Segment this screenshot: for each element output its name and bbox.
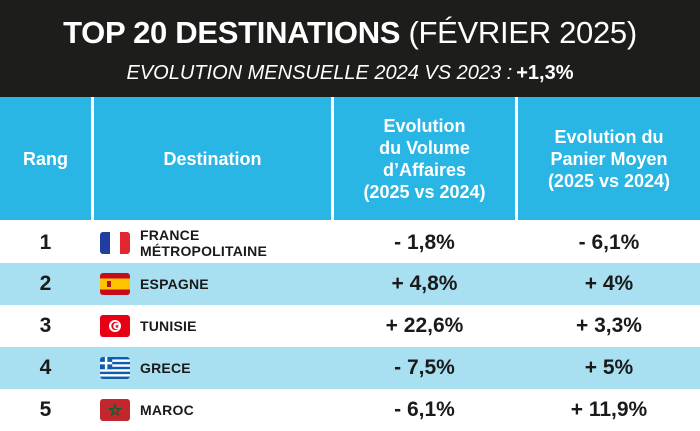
destination-cell: MAROC	[100, 389, 330, 431]
destination-label: TUNISIE	[140, 318, 197, 334]
volume-cell: - 7,5%	[394, 356, 455, 379]
header-volume-line: d’Affaires	[382, 159, 466, 180]
header-volume: Evolution du Volume d’Affaires (2025 vs …	[334, 97, 515, 220]
header-divider	[331, 97, 334, 220]
volume-cell: - 1,8%	[394, 231, 455, 254]
header-rank: Rang	[0, 97, 91, 220]
table-row: 3 TUNISIE + 22,6% + 3,3%	[0, 305, 700, 347]
destination-label: GRECE	[140, 360, 191, 376]
france-flag-icon	[100, 232, 130, 254]
title-period: (FÉVRIER 2025)	[408, 15, 638, 50]
table-row: 4 GRECE - 7,5% + 5%	[0, 347, 700, 389]
volume-cell: + 22,6%	[385, 314, 464, 337]
header-destination: Destination	[94, 97, 331, 220]
basket-cell: + 11,9%	[570, 398, 648, 421]
rank-cell: 1	[39, 231, 52, 254]
destination-cell: GRECE	[100, 347, 330, 389]
header-divider	[91, 97, 94, 220]
header-basket-line: Evolution du	[554, 126, 664, 147]
header-volume-line: du Volume	[379, 137, 470, 158]
rank-cell: 4	[39, 356, 52, 379]
basket-cell: + 5%	[584, 356, 634, 379]
table-row: 2 ESPAGNE + 4,8% + 4%	[0, 263, 700, 305]
volume-cell: - 6,1%	[394, 398, 455, 421]
page-title: TOP 20 DESTINATIONS (FÉVRIER 2025)	[0, 14, 700, 52]
basket-cell: + 4%	[584, 272, 634, 295]
header-volume-line: Evolution	[383, 115, 466, 136]
rank-cell: 5	[39, 398, 52, 421]
header-rank-label: Rang	[23, 148, 68, 169]
basket-cell: - 6,1%	[578, 231, 640, 254]
page-subtitle: EVOLUTION MENSUELLE 2024 VS 2023 : +1,3%	[0, 60, 700, 86]
header-basket-line: (2025 vs 2024)	[547, 170, 671, 191]
subtitle-value: +1,3%	[516, 62, 574, 84]
rank-cell: 2	[39, 272, 52, 295]
title-banner: TOP 20 DESTINATIONS (FÉVRIER 2025) EVOLU…	[0, 0, 700, 97]
header-basket: Evolution du Panier Moyen (2025 vs 2024)	[518, 97, 700, 220]
destination-label: MAROC	[140, 402, 194, 418]
basket-cell: + 3,3%	[576, 314, 642, 337]
subtitle-label: EVOLUTION MENSUELLE 2024 VS 2023 :	[126, 62, 513, 84]
table-row: 5 MAROC - 6,1% + 11,9%	[0, 389, 700, 431]
morocco-flag-icon	[100, 399, 130, 421]
header-basket-line: Panier Moyen	[550, 148, 668, 169]
volume-cell: + 4,8%	[391, 272, 458, 295]
rank-cell: 3	[39, 314, 52, 337]
destination-cell: ESPAGNE	[100, 263, 330, 305]
header-volume-line: (2025 vs 2024)	[363, 181, 486, 202]
greece-flag-icon	[100, 357, 130, 379]
spain-flag-icon	[100, 273, 130, 295]
header-divider	[515, 97, 518, 220]
table-row: 1 FRANCE MÉTROPOLITAINE - 1,8% - 6,1%	[0, 222, 700, 264]
destination-cell: TUNISIE	[100, 305, 330, 347]
destination-label: FRANCE MÉTROPOLITAINE	[140, 227, 267, 259]
header-destination-label: Destination	[163, 148, 262, 169]
destination-label: ESPAGNE	[140, 276, 209, 292]
tunisia-flag-icon	[100, 315, 130, 337]
table-header: Rang Destination Evolution du Volume d’A…	[0, 97, 700, 220]
destination-cell: FRANCE MÉTROPOLITAINE	[100, 222, 330, 264]
title-main: TOP 20 DESTINATIONS	[63, 15, 401, 50]
